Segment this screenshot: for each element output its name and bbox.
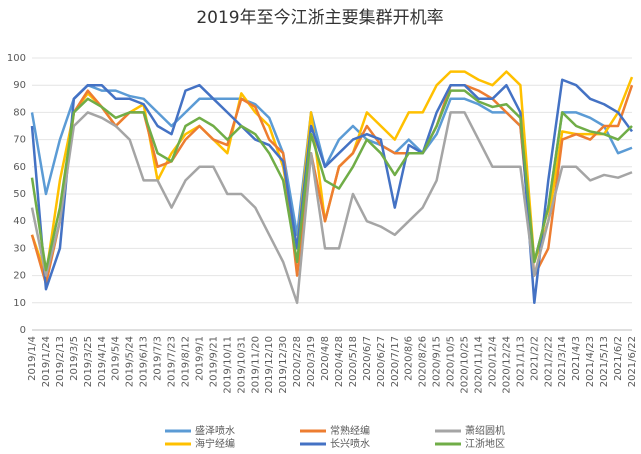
x-tick-label: 2020/3/19 (306, 336, 317, 387)
x-tick-label: 2019/1/24 (41, 336, 52, 387)
x-tick-label: 2019/10/31 (236, 336, 247, 394)
x-tick-label: 2019/4/14 (97, 336, 108, 387)
legend-label: 常熟经编 (330, 424, 370, 437)
x-tick-label: 2020/8/26 (418, 336, 429, 387)
x-tick-label: 2019/7/3 (153, 336, 164, 381)
x-tick-label: 2019/7/23 (167, 336, 178, 387)
x-tick-label: 2019/5/4 (111, 336, 122, 381)
y-tick-label: 60 (13, 162, 26, 173)
x-tick-label: 2021/2/22 (543, 336, 554, 387)
y-tick-label: 20 (13, 271, 26, 282)
y-tick-label: 0 (20, 325, 26, 336)
x-tick-label: 2020/4/8 (320, 336, 331, 381)
y-tick-label: 40 (13, 216, 26, 227)
x-tick-label: 2020/8/6 (404, 336, 415, 381)
x-tick-label: 2021/5/13 (599, 336, 610, 387)
x-tick-label: 2020/7/17 (390, 336, 401, 387)
series-line (30, 111, 633, 305)
x-tick-label: 2020/6/27 (376, 336, 387, 387)
x-tick-label: 2021/6/2 (613, 336, 624, 381)
y-tick-label: 100 (7, 53, 26, 64)
x-tick-label: 2019/9/1 (194, 336, 205, 381)
x-tick-label: 2020/6/7 (362, 336, 373, 381)
x-tick-label: 2019/8/12 (180, 336, 191, 387)
x-tick-label: 2019/6/13 (139, 336, 150, 387)
x-tick-label: 2020/4/28 (334, 336, 345, 387)
y-tick-label: 90 (13, 80, 26, 91)
legend-label: 盛泽喷水 (195, 424, 235, 437)
x-tick-label: 2020/5/18 (348, 336, 359, 387)
x-tick-label: 2019/9/21 (208, 336, 219, 387)
y-tick-label: 30 (13, 243, 26, 254)
x-tick-label: 2019/12/10 (264, 336, 275, 394)
series-line (30, 78, 634, 305)
legend-label: 海宁经编 (195, 437, 235, 450)
x-tick-label: 2019/1/4 (27, 336, 38, 381)
x-tick-label: 2019/11/20 (250, 336, 261, 394)
x-tick-label: 2021/4/23 (585, 336, 596, 387)
y-tick-label: 70 (13, 135, 26, 146)
series-line (30, 89, 633, 272)
x-tick-label: 2019/10/11 (222, 336, 233, 394)
x-tick-label: 2021/4/3 (571, 336, 582, 381)
x-tick-label: 2021/6/22 (627, 336, 638, 387)
x-tick-label: 2020/2/28 (292, 336, 303, 387)
x-tick-label: 2020/10/5 (446, 336, 457, 387)
legend-label: 萧绍圆机 (465, 424, 505, 437)
x-tick-label: 2020/12/24 (501, 336, 512, 394)
x-tick-label: 2019/12/30 (278, 336, 289, 394)
x-tick-label: 2020/10/25 (460, 336, 471, 394)
legend-label: 江浙地区 (465, 437, 505, 450)
x-tick-label: 2020/12/4 (487, 336, 498, 387)
legend-label: 长兴喷水 (330, 438, 370, 450)
x-tick-label: 2020/11/14 (474, 336, 485, 394)
x-tick-label: 2021/3/14 (557, 336, 568, 387)
x-tick-label: 2021/2/2 (529, 336, 540, 381)
x-tick-label: 2019/3/5 (69, 336, 80, 381)
y-tick-label: 50 (13, 189, 26, 200)
x-tick-label: 2020/9/15 (432, 336, 443, 387)
x-tick-label: 2019/3/25 (83, 336, 94, 387)
x-tick-label: 2021/1/13 (515, 336, 526, 387)
chart-title: 2019年至今江浙主要集群开机率 (196, 8, 443, 28)
x-tick-label: 2019/2/13 (55, 336, 66, 387)
y-tick-label: 80 (13, 107, 26, 118)
x-tick-label: 2019/5/24 (125, 336, 136, 387)
y-tick-label: 10 (13, 298, 26, 309)
